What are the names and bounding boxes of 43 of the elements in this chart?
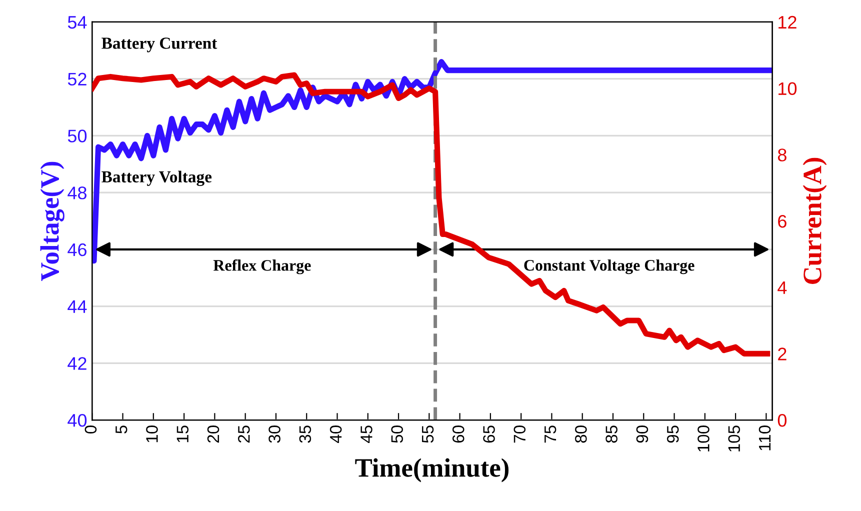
- x-tick-label: 95: [666, 426, 679, 443]
- x-tick-label: 85: [606, 426, 618, 443]
- x-tick-label: 40: [330, 426, 342, 444]
- x-tick-label: 70: [514, 426, 526, 443]
- x-tick-label: 75: [544, 426, 556, 443]
- x-tick-label: 65: [483, 426, 495, 443]
- x-tick-label: 80: [575, 426, 587, 443]
- x-tick-label: 20: [207, 426, 220, 443]
- x-tick-label: 35: [299, 426, 312, 443]
- x-tick-label: 30: [268, 426, 280, 443]
- y-tick-label: 44: [68, 300, 87, 313]
- series-label: Battery Voltage: [102, 170, 212, 186]
- x-tick-label: 10: [146, 426, 158, 442]
- y2-tick-label: 4: [778, 281, 787, 294]
- annotation: Reflex Charge: [213, 259, 311, 274]
- y2-tick-label: 10: [778, 82, 797, 96]
- series-label: Battery Current: [102, 38, 218, 52]
- y2-axis-title: Current(A): [802, 158, 827, 284]
- annotation: Constant Voltage Charge: [524, 259, 694, 274]
- y2-tick-label: 8: [778, 148, 786, 162]
- x-axis-title: Time(minute): [355, 458, 509, 482]
- x-tick-label: 90: [636, 426, 648, 443]
- x-tick-label: 0: [84, 426, 97, 434]
- x-tick-label: 5: [116, 426, 128, 434]
- y-tick-label: 50: [68, 130, 87, 142]
- y-axis-title: Voltage(V): [40, 162, 64, 282]
- y-tick-label: 42: [68, 357, 86, 370]
- y-tick-label: 48: [68, 186, 86, 200]
- x-tick-label: 100: [698, 426, 710, 452]
- x-tick-label: 15: [176, 426, 189, 442]
- y-tick-label: 54: [68, 16, 87, 29]
- x-tick-label: 45: [360, 426, 372, 444]
- y-tick-label: 46: [68, 243, 86, 256]
- y2-tick-label: 2: [778, 348, 786, 360]
- x-tick-label: 25: [238, 426, 250, 443]
- x-tick-label: 50: [391, 426, 403, 443]
- x-tick-label: 60: [452, 426, 464, 443]
- x-tick-label: 55: [422, 426, 434, 443]
- y-tick-label: 52: [68, 72, 86, 86]
- y2-tick-label: 6: [778, 214, 786, 228]
- x-tick-label: 110: [758, 426, 771, 450]
- x-tick-label: 105: [728, 426, 740, 452]
- y2-tick-label: 12: [778, 16, 796, 29]
